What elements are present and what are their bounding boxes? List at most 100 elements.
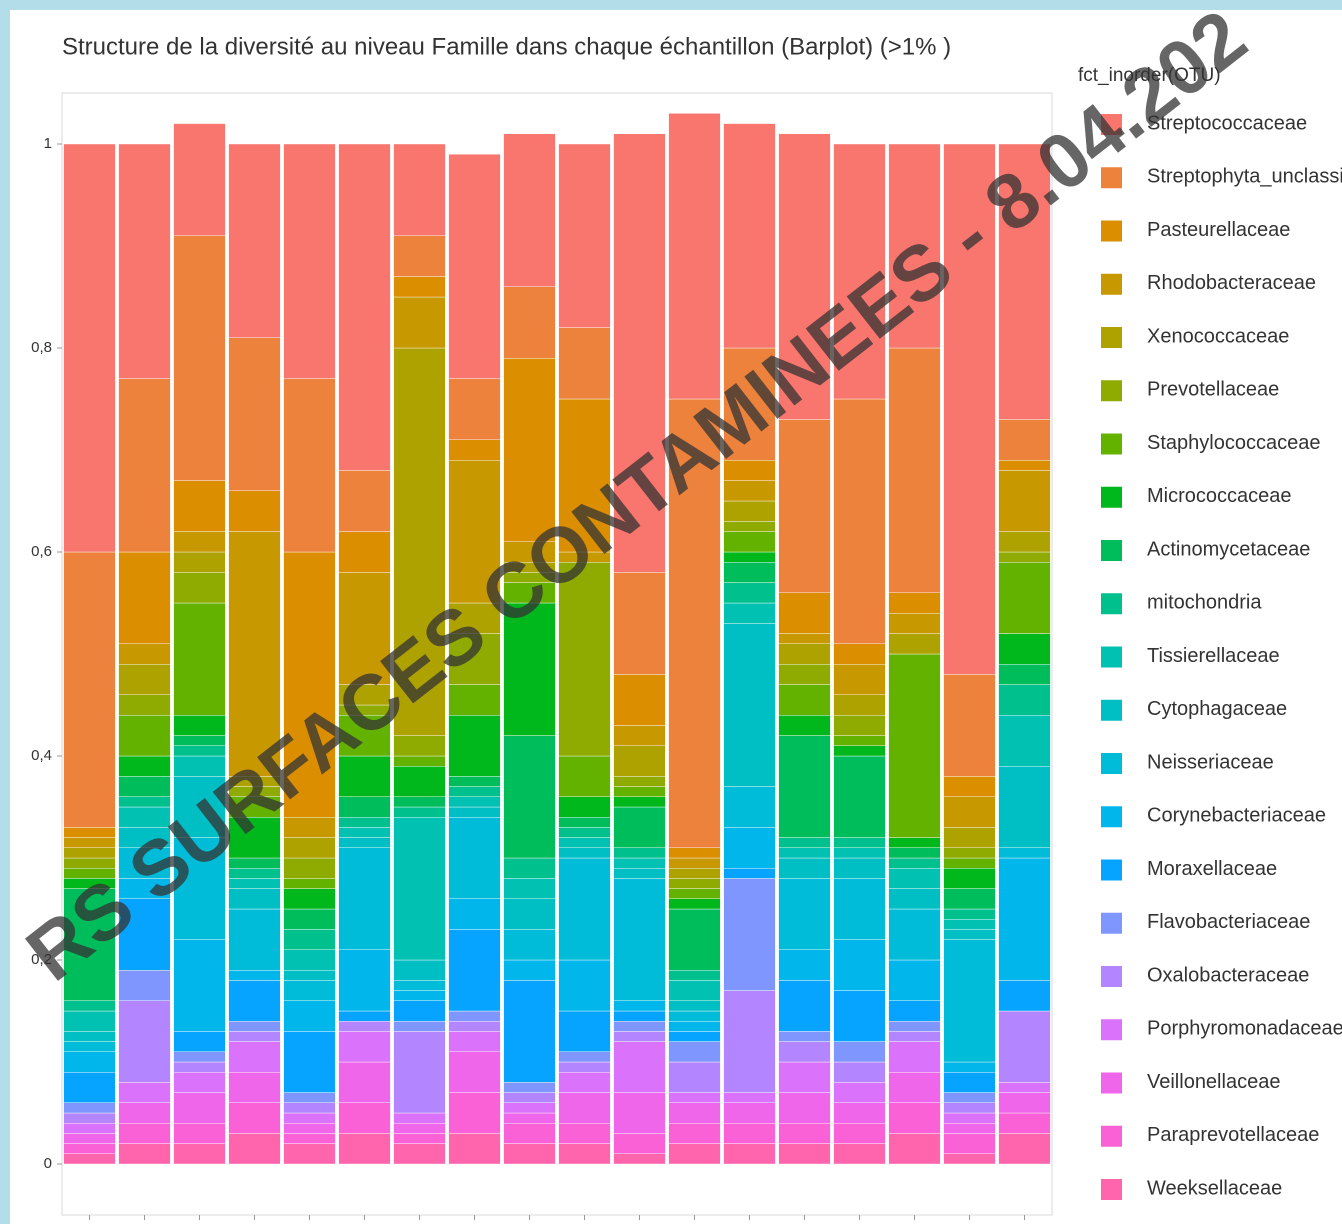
bar-segment [448, 786, 501, 797]
legend-label: mitochondria [1147, 592, 1262, 614]
bar-segment [393, 755, 446, 767]
bar-segment [63, 837, 116, 848]
bar-segment [118, 970, 171, 1002]
bar-segment [833, 143, 886, 400]
bar-segment [613, 1133, 666, 1155]
bar-segment [668, 868, 721, 879]
bar-segment [668, 888, 721, 899]
legend-label: Rhodobacteraceae [1147, 272, 1316, 294]
bar-segment [118, 755, 171, 777]
bar-segment [393, 1021, 446, 1032]
bar-segment [228, 878, 281, 889]
bar-segment [503, 1092, 556, 1103]
bar-segment [613, 847, 666, 859]
bar-segment [558, 837, 611, 848]
bar-segment [613, 745, 666, 777]
bar-segment [833, 837, 886, 848]
bar-segment [393, 806, 446, 818]
bar-segment [448, 1092, 501, 1134]
bar-segment [448, 1010, 501, 1022]
legend-label: Oxalobacteraceae [1147, 964, 1309, 986]
bar-segment [943, 929, 996, 940]
bar-segment [833, 715, 886, 736]
bar-segment [998, 664, 1051, 685]
bar-segment [173, 1122, 226, 1144]
bar-segment [723, 878, 776, 991]
bar-segment [503, 735, 556, 859]
bar-segment [723, 347, 776, 461]
bar-segment [943, 1061, 996, 1073]
bar-segment [833, 398, 886, 645]
bar-segment [613, 857, 666, 869]
bar-segment [283, 888, 336, 910]
bar-segment [778, 419, 831, 593]
bar-segment [723, 551, 776, 563]
bar-segment [668, 1122, 721, 1144]
bar-segment [833, 643, 886, 665]
bar-segment [283, 1031, 336, 1093]
bar-segment [393, 735, 446, 757]
legend-label: Porphyromonadaceae [1147, 1018, 1342, 1040]
bar-segment [283, 949, 336, 971]
bar-segment [833, 857, 886, 879]
bar-segment [173, 837, 226, 940]
bar-segment [668, 113, 721, 400]
bar-segment [448, 439, 501, 461]
legend-label: Pasteurellaceae [1147, 219, 1290, 241]
bar-segment [778, 837, 831, 848]
bar-segment [943, 674, 996, 777]
bar-segment [283, 837, 336, 859]
bar-segment [943, 776, 996, 798]
legend-label: Micrococcaceae [1147, 485, 1292, 507]
legend-label: Moraxellaceae [1147, 858, 1277, 880]
legend-label: Neisseriaceae [1147, 751, 1274, 773]
bar-segment [228, 1102, 281, 1134]
bar-segment [943, 1112, 996, 1124]
bar-segment [448, 796, 501, 808]
bar-segment [833, 1102, 886, 1124]
bar-segment [118, 1000, 171, 1083]
bar-segment [63, 1102, 116, 1114]
bar-segment [558, 562, 611, 757]
bar-segment [723, 531, 776, 553]
legend-label: Staphylococcaceae [1147, 432, 1320, 454]
bar-segment [448, 715, 501, 777]
bar-segment [723, 1122, 776, 1144]
bar-segment [63, 1143, 116, 1154]
bar-segment [173, 551, 226, 573]
bar-segment [668, 878, 721, 889]
bar-segment [833, 990, 886, 1042]
bar-segment [448, 806, 501, 818]
bar-segment [448, 1051, 501, 1093]
bar-segment [558, 327, 611, 400]
bar-segment [558, 796, 611, 818]
bar-segment [118, 378, 171, 553]
bar-segment [998, 531, 1051, 553]
bar-segment [613, 725, 666, 747]
bar-segment [723, 480, 776, 502]
legend-swatch [1101, 486, 1122, 508]
bar-segment [778, 1122, 831, 1144]
legend-label: Weeksellaceae [1147, 1177, 1282, 1199]
bar-segment [778, 1041, 831, 1063]
bar-segment [558, 1122, 611, 1144]
bar-segment [613, 796, 666, 808]
bar-segment [613, 1092, 666, 1134]
bar-segment [503, 1122, 556, 1144]
bar-segment [503, 898, 556, 930]
chart-title: Structure de la diversité au niveau Fami… [62, 33, 951, 60]
bar-segment [998, 857, 1051, 981]
bar-segment [118, 715, 171, 757]
bar-segment [668, 1021, 721, 1032]
bar-segment [833, 745, 886, 757]
bar-segment [118, 796, 171, 808]
bar-segment [778, 735, 831, 838]
y-tick-label: 0,4 [31, 747, 52, 764]
bar-segment [943, 1133, 996, 1155]
bar-segment [613, 786, 666, 797]
bar-segment [448, 929, 501, 1012]
bar-segment [833, 1143, 886, 1165]
bar-segment [943, 939, 996, 1063]
bar-segment [888, 868, 941, 889]
legend-title: fct_inorder(OTU) [1078, 65, 1221, 86]
